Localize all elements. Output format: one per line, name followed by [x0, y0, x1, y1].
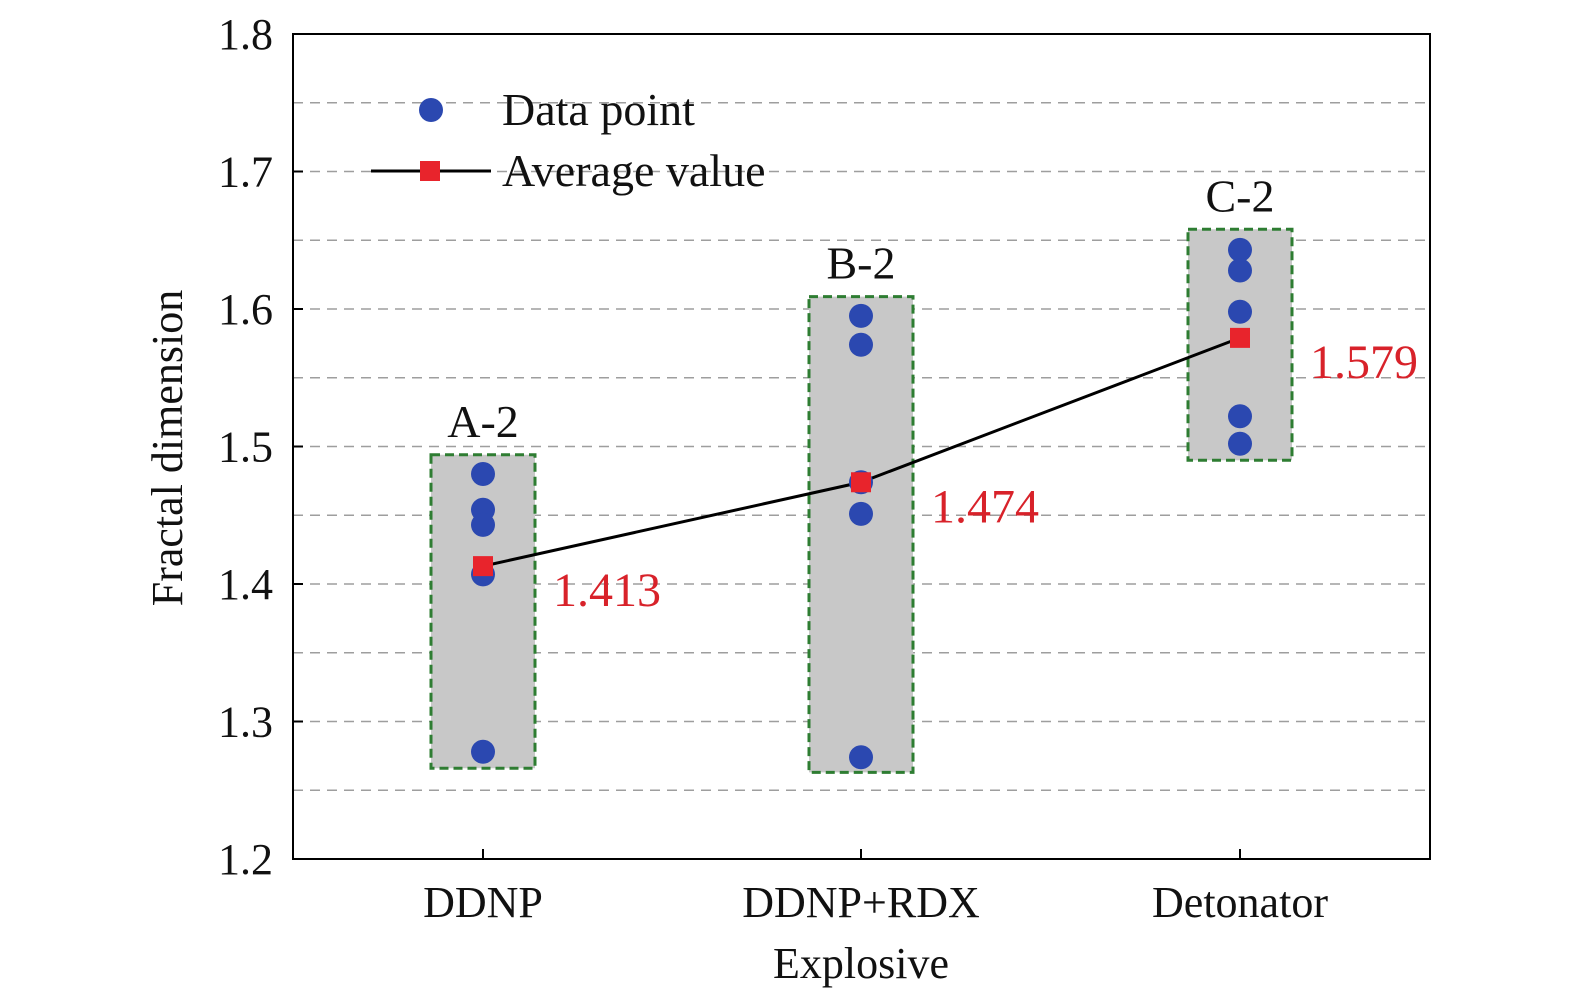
- data-point: [849, 501, 873, 526]
- x-tick-label: Detonator: [1152, 878, 1328, 927]
- x-tick-label: DDNP+RDX: [742, 878, 980, 927]
- axes: 1.2 1.3 1.4 1.5 1.6 1.7 1.8 DDNP DDNP+RDX Detonat…: [218, 10, 1328, 927]
- y-tick-label: 1.7: [218, 148, 273, 197]
- legend-data-point-label: Data point: [502, 84, 695, 135]
- data-point: [1228, 431, 1252, 456]
- data-point: [1228, 299, 1252, 324]
- x-axis-label: Explosive: [773, 939, 949, 988]
- average-marker: [851, 472, 871, 493]
- group-label: B-2: [827, 238, 896, 289]
- y-tick-label: 1.3: [218, 698, 273, 747]
- group-label: C-2: [1206, 170, 1275, 221]
- data-point: [1228, 258, 1252, 283]
- range-box: [807, 295, 915, 774]
- average-value-label: 1.413: [553, 564, 661, 617]
- group-label: A-2: [447, 396, 519, 447]
- legend: Data point Average value: [371, 84, 766, 196]
- annotations: A-2 B-2 C-2 1.413 1.474 1.579: [447, 170, 1418, 617]
- y-axis-label: Fractal dimension: [143, 290, 192, 607]
- y-tick-label: 1.8: [218, 10, 273, 59]
- average-marker: [1230, 327, 1250, 348]
- x-tick-label: DDNP: [423, 878, 543, 927]
- average-value-label: 1.474: [931, 480, 1039, 533]
- y-tick-label: 1.2: [218, 835, 273, 884]
- data-point: [849, 745, 873, 770]
- average-markers: [473, 327, 1250, 577]
- data-points: [471, 237, 1252, 770]
- data-point: [471, 462, 495, 486]
- legend-average-label: Average value: [502, 145, 766, 196]
- data-point: [849, 303, 873, 328]
- data-point: [471, 739, 495, 764]
- average-value-label: 1.579: [1310, 336, 1418, 389]
- y-tick-label: 1.4: [218, 560, 273, 609]
- legend-data-point-marker: [419, 98, 443, 122]
- data-point: [849, 332, 873, 357]
- y-tick-label: 1.6: [218, 285, 273, 334]
- data-point: [1228, 404, 1252, 429]
- data-point: [471, 512, 495, 537]
- y-tick-label: 1.5: [218, 423, 273, 472]
- data-point: [1228, 237, 1252, 262]
- average-marker: [473, 556, 493, 577]
- legend-average-marker: [420, 161, 440, 181]
